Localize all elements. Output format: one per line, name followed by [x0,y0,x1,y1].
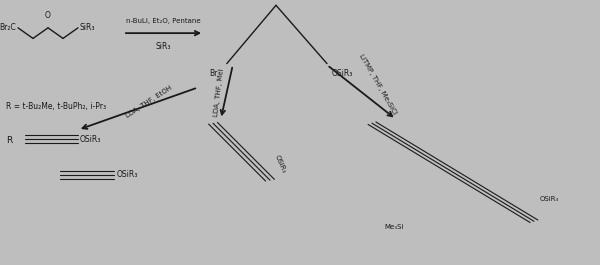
Text: LiTMP, THF, Me₃SiCl: LiTMP, THF, Me₃SiCl [358,54,398,116]
Text: Me₃Si: Me₃Si [384,224,403,230]
Text: LDA, THF, MeI: LDA, THF, MeI [213,68,225,117]
Text: Br: Br [209,69,218,78]
Text: OSiR₃: OSiR₃ [540,196,559,202]
Text: R = t-Bu₂Me, t-BuPh₂, i-Pr₃: R = t-Bu₂Me, t-BuPh₂, i-Pr₃ [6,101,106,111]
Text: LDA, THF, EtOH: LDA, THF, EtOH [125,85,173,119]
Text: OSiR₃: OSiR₃ [117,170,139,179]
Text: OSiR₃: OSiR₃ [80,135,101,144]
Text: OSiR₃: OSiR₃ [273,154,287,174]
Text: SiR₃: SiR₃ [80,23,95,32]
Text: Br₂C: Br₂C [0,23,16,32]
Text: SiR₃: SiR₃ [155,42,171,51]
Text: n-BuLi, Et₂O, Pentane: n-BuLi, Et₂O, Pentane [126,18,200,24]
Text: OSiR₃: OSiR₃ [331,69,353,78]
Text: O: O [45,11,51,20]
Text: R: R [6,136,12,145]
